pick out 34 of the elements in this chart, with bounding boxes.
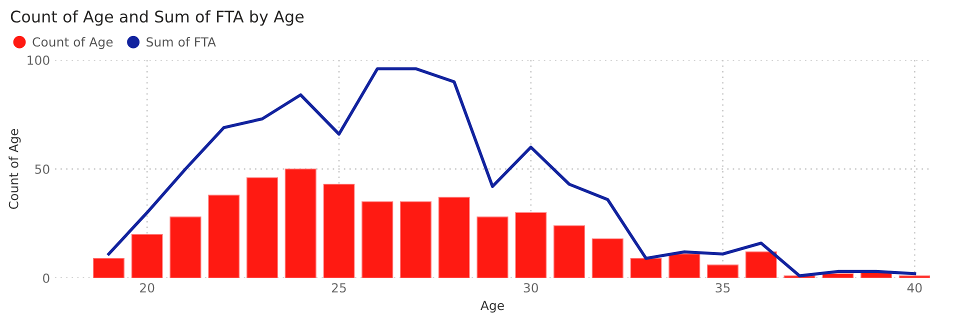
line-series: [107, 67, 916, 278]
bar: [400, 201, 432, 278]
x-tick-label: 20: [140, 283, 154, 293]
bar: [706, 264, 739, 278]
x-axis-title: Age: [480, 300, 504, 313]
x-tick-label: 25: [332, 283, 346, 293]
bar: [515, 212, 547, 278]
bar: [362, 201, 394, 278]
bar: [553, 225, 586, 278]
x-tick-label: 30: [524, 283, 538, 293]
y-tick-label: 50: [35, 164, 50, 174]
bar: [131, 234, 163, 278]
bar: [822, 273, 854, 278]
y-axis-title: Count of Age: [8, 129, 21, 209]
legend-label: Sum of FTA: [146, 37, 216, 47]
bar: [592, 238, 624, 278]
bar: [170, 216, 202, 278]
x-tick-label: 35: [716, 283, 730, 293]
bar: [898, 275, 930, 278]
bar: [476, 216, 508, 278]
chart-title: Count of Age and Sum of FTA by Age: [10, 10, 304, 26]
bar: [323, 184, 355, 278]
legend-label: Count of Age: [32, 37, 113, 50]
bar: [246, 177, 278, 278]
bar: [745, 251, 777, 278]
bar: [92, 258, 124, 278]
y-tick-label: 100: [28, 55, 50, 65]
bar: [668, 254, 700, 278]
bar: [438, 196, 470, 278]
bar: [208, 194, 240, 278]
x-tick-label: 40: [907, 283, 922, 293]
bar: [630, 258, 662, 278]
y-tick-label: 0: [43, 273, 50, 283]
bar: [284, 168, 316, 278]
